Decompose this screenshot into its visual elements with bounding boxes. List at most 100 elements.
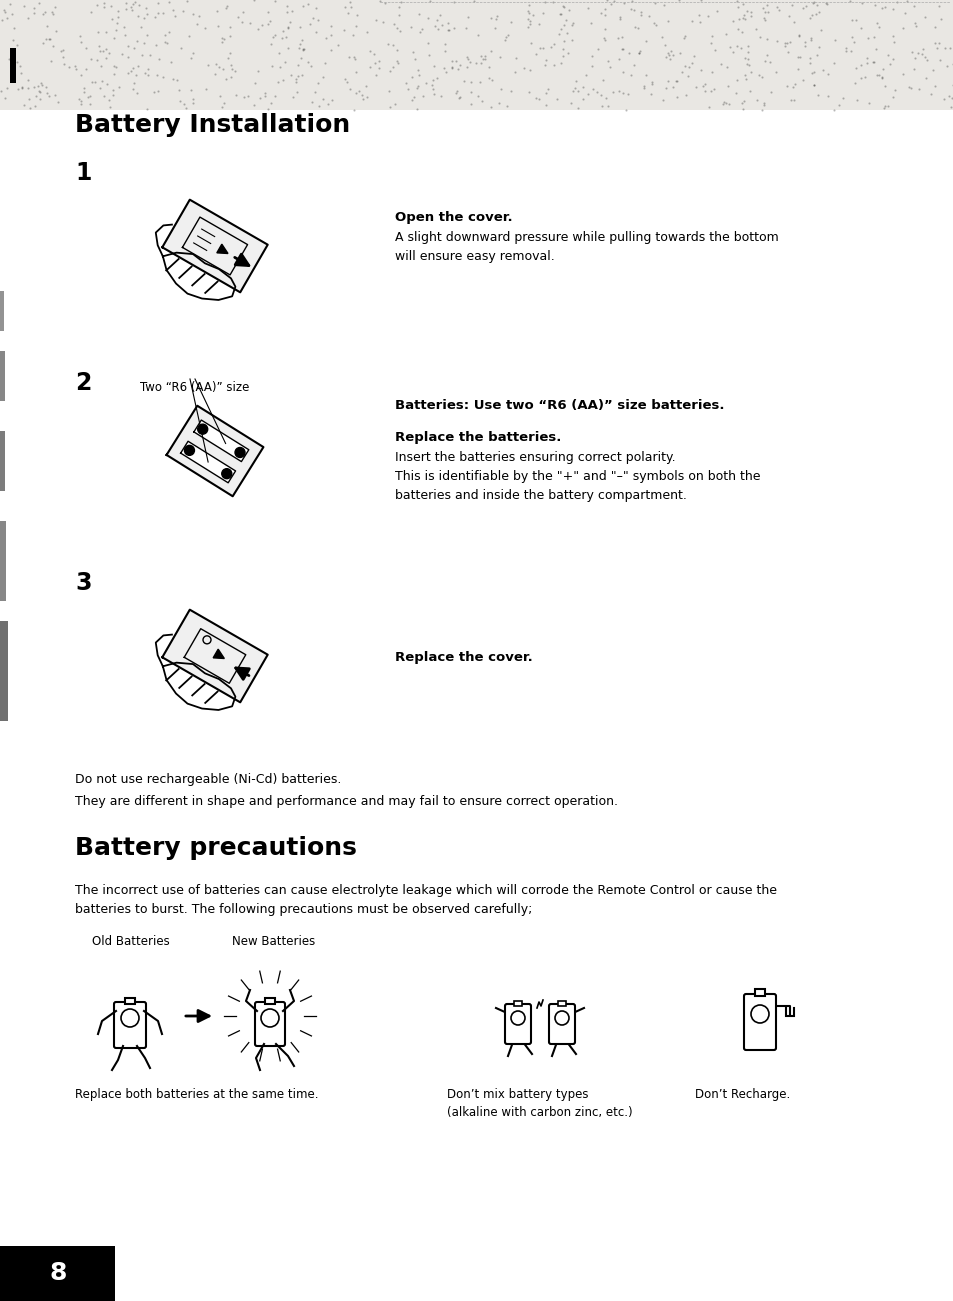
Text: Battery Installation: Battery Installation (75, 113, 350, 137)
Point (427, 16, 442, 36)
Point (676, 27, 691, 48)
Point (716, 91, 731, 112)
Point (859, 52, 874, 73)
Point (615, 61, 630, 82)
Point (286, 87, 301, 108)
Point (251, 60, 266, 81)
Point (39, 83, 54, 104)
Point (139, 4, 154, 25)
Polygon shape (216, 245, 228, 254)
Text: A slight downward pressure while pulling towards the bottom
will ensure easy rem: A slight downward pressure while pulling… (395, 232, 778, 263)
Point (853, 55, 868, 75)
Point (71, 88, 87, 109)
Point (282, 12, 297, 33)
Point (721, 36, 737, 57)
Point (817, 0, 832, 13)
Text: Replace the cover.: Replace the cover. (395, 650, 532, 664)
Point (600, 95, 616, 116)
Point (907, 16, 923, 36)
Point (311, 95, 326, 116)
Point (520, 82, 536, 103)
Point (96, 0, 112, 17)
Point (368, 64, 383, 85)
Point (567, 78, 582, 99)
Point (909, 42, 924, 62)
Point (531, 13, 546, 34)
Point (252, 87, 267, 108)
Point (279, 1, 294, 22)
Point (611, 49, 626, 70)
Point (500, 25, 516, 46)
Point (906, 48, 922, 69)
Point (0, 1, 12, 22)
Point (22, 98, 37, 118)
Point (603, 0, 618, 14)
Point (385, 35, 400, 56)
Point (656, 0, 671, 16)
Point (712, 53, 727, 74)
Point (602, 57, 618, 78)
Bar (0, 291, 4, 330)
Point (735, 99, 750, 120)
Point (440, 20, 456, 40)
Circle shape (555, 1011, 568, 1025)
Point (532, 38, 547, 59)
Circle shape (121, 1010, 139, 1026)
Point (874, 68, 889, 88)
Point (868, 13, 883, 34)
Point (655, 90, 670, 111)
Point (643, 72, 659, 92)
Point (359, 87, 375, 108)
Point (294, 64, 309, 85)
Point (582, 13, 598, 34)
Point (392, 5, 407, 26)
Point (424, 74, 439, 95)
Point (797, 31, 812, 52)
Point (459, 47, 475, 68)
Text: Batteries: Use two “R6 (AA)” size batteries.: Batteries: Use two “R6 (AA)” size batter… (395, 399, 723, 412)
Point (555, 46, 570, 66)
Point (610, 27, 625, 48)
Point (616, 0, 631, 13)
Point (659, 43, 675, 64)
Point (291, 65, 306, 86)
Point (560, 0, 576, 21)
Point (367, 53, 382, 74)
Point (466, 0, 481, 10)
Point (288, 69, 303, 90)
Point (623, 0, 639, 20)
Point (627, 16, 642, 36)
Point (27, 3, 42, 23)
Circle shape (750, 1004, 768, 1023)
Point (695, 75, 710, 96)
Point (599, 51, 615, 72)
Point (104, 9, 119, 30)
Point (864, 52, 880, 73)
Point (61, 56, 76, 77)
Point (791, 25, 806, 46)
Point (209, 53, 224, 74)
Text: The incorrect use of batteries can cause electrolyte leakage which will corrode : The incorrect use of batteries can cause… (75, 883, 776, 916)
Point (865, 52, 881, 73)
Point (242, 12, 257, 33)
Point (0, 0, 12, 20)
Point (683, 10, 699, 31)
Point (355, 88, 371, 109)
Point (172, 38, 188, 59)
Point (425, 78, 440, 99)
Point (537, 95, 553, 116)
Point (382, 98, 397, 118)
Point (737, 65, 752, 86)
Point (756, 1, 771, 22)
Point (631, 43, 646, 64)
Bar (265, 998, 274, 1004)
Point (133, 44, 149, 65)
Point (280, 17, 295, 38)
Point (733, 22, 748, 43)
Point (124, 0, 139, 21)
Point (728, 83, 743, 104)
Point (407, 48, 422, 69)
Point (76, 77, 91, 98)
Point (801, 8, 817, 29)
Point (456, 70, 472, 91)
